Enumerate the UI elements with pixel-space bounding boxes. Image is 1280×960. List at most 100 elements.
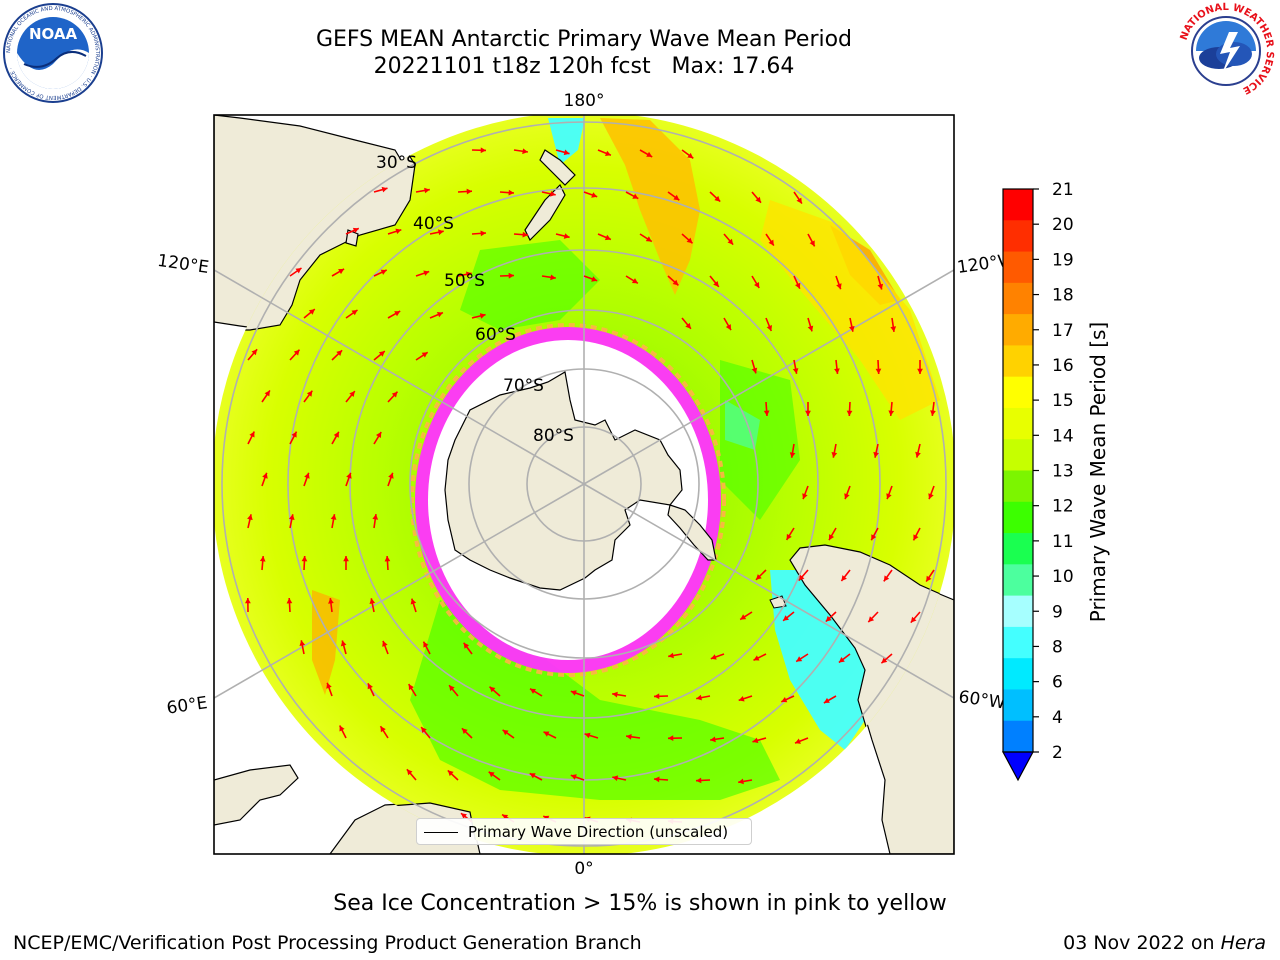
wave-arrow — [429, 311, 444, 319]
wave-arrow — [331, 268, 345, 277]
colorbar-band — [1003, 470, 1033, 503]
period-band-yellow-east — [760, 200, 940, 420]
wave-arrow — [303, 308, 316, 319]
wave-arrow — [782, 611, 795, 622]
wave-arrow — [471, 147, 487, 154]
map-legend: Primary Wave Direction (unscaled) — [416, 818, 752, 845]
wave-arrow — [752, 737, 767, 744]
legend-label: Primary Wave Direction (unscaled) — [468, 823, 729, 841]
wave-arrow — [247, 431, 256, 445]
lat-label-30s: 30°S — [376, 153, 417, 173]
wave-arrow — [330, 514, 337, 529]
colorbar-tick-label: 19 — [1052, 250, 1074, 270]
wave-arrow — [303, 390, 313, 403]
wave-arrow — [870, 527, 879, 541]
colorbar-tick-label: 20 — [1052, 215, 1074, 235]
credit-text: NCEP/EMC/Verification Post Processing Pr… — [13, 932, 642, 954]
wave-arrow — [289, 349, 301, 361]
wave-arrow — [488, 686, 501, 697]
wave-arrow — [331, 349, 343, 361]
wave-arrow — [785, 527, 795, 541]
colorbar-band — [1003, 689, 1033, 722]
wave-arrow — [792, 359, 799, 374]
wave-arrow — [555, 149, 570, 156]
wave-arrow — [780, 695, 795, 703]
colorbar-tick-label: 17 — [1052, 321, 1074, 341]
colorbar-band — [1003, 595, 1033, 628]
colorbar-band — [1003, 658, 1033, 691]
lat-label-70s: 70°S — [503, 376, 544, 396]
wave-arrow — [245, 597, 251, 613]
colorbar-band — [1003, 626, 1033, 659]
colorbar-tick-label: 12 — [1052, 497, 1074, 517]
wave-arrow — [883, 569, 893, 582]
wave-arrow — [755, 569, 767, 581]
wave-arrow — [925, 569, 935, 583]
wave-arrow — [888, 401, 895, 416]
colorbar-tick-label: 9 — [1052, 602, 1063, 622]
wave-arrow — [343, 556, 349, 570]
wave-arrow — [930, 401, 936, 416]
colorbar-band — [1003, 251, 1033, 284]
colorbar-band — [1003, 501, 1033, 534]
wave-arrow — [408, 683, 417, 697]
wave-arrow — [795, 653, 809, 663]
colorbar-band — [1003, 282, 1033, 315]
wave-arrow — [502, 729, 515, 739]
colorbar-band — [1003, 533, 1033, 565]
date-text: 03 Nov 2022 on Hera — [1063, 932, 1266, 954]
wave-arrow — [834, 359, 840, 374]
wave-arrow — [793, 191, 803, 205]
wave-arrow — [753, 653, 767, 662]
wave-arrow — [410, 598, 417, 613]
wave-arrow — [345, 227, 360, 235]
wave-arrow — [328, 598, 334, 613]
wave-arrow — [825, 611, 837, 623]
meridian-120e — [214, 269, 585, 485]
wave-arrow — [338, 725, 347, 739]
wave-arrow — [681, 149, 694, 159]
wave-arrow — [447, 769, 459, 781]
wave-arrow — [570, 774, 585, 781]
wave-arrow — [844, 485, 851, 500]
colorbar-band — [1003, 314, 1033, 346]
wave-arrow — [846, 401, 853, 417]
colorbar-label: Primary Wave Mean Period [s] — [1086, 322, 1110, 623]
wave-arrow — [448, 684, 459, 697]
wave-arrow — [709, 191, 721, 203]
wave-arrow — [915, 443, 921, 458]
noaa-logo: NOAA NATIONAL OCEANIC AND ATMOSPHERIC AD… — [3, 3, 103, 103]
wave-arrow — [541, 274, 556, 281]
wave-arrow — [261, 472, 268, 487]
colorbar-tick-label: 11 — [1052, 532, 1074, 552]
wave-arrow — [387, 310, 401, 319]
sea-ice-note: Sea Ice Concentration > 15% is shown in … — [333, 891, 947, 916]
wave-arrow — [639, 149, 653, 158]
map-area — [214, 115, 954, 854]
wave-arrow — [668, 652, 683, 659]
wave-arrow — [763, 401, 770, 417]
wave-arrow — [382, 640, 389, 655]
sea-ice-edge — [415, 327, 721, 673]
colorbar-tick-label: 2 — [1052, 743, 1063, 763]
nws-logo: NATIONAL WEATHER SERVICE — [1179, 2, 1275, 97]
wave-arrow — [583, 275, 598, 282]
wave-arrow — [765, 317, 773, 332]
colorbar-band — [1003, 407, 1033, 440]
colorbar-tick-label: 13 — [1052, 462, 1074, 482]
wave-arrow — [499, 189, 515, 196]
wave-arrow — [583, 191, 598, 198]
map-frame — [213, 114, 955, 855]
wave-arrow — [384, 555, 391, 571]
wave-arrow — [373, 269, 388, 277]
colorbar-band — [1003, 376, 1033, 409]
lon-label-120e: 120°E — [156, 251, 210, 278]
wave-arrow — [513, 148, 529, 155]
wave-arrow — [471, 230, 487, 237]
wave-arrow — [345, 309, 358, 319]
colorbar-tick-label: 4 — [1052, 708, 1063, 728]
wave-arrow — [681, 317, 692, 330]
wave-arrow — [738, 695, 753, 702]
wave-arrow — [529, 772, 543, 781]
